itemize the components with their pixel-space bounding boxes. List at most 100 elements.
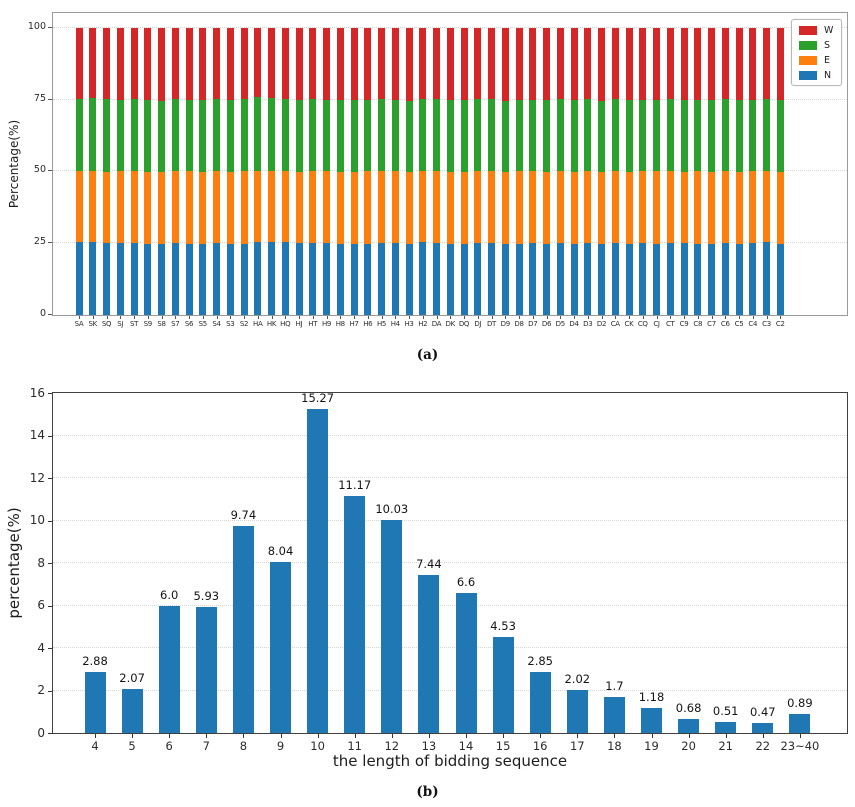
x-tick-mark — [491, 316, 493, 319]
x-tick-mark — [614, 734, 616, 738]
x-tick-label: C6 — [720, 320, 730, 328]
bar-value-label: 2.07 — [119, 671, 145, 686]
x-tick-mark — [799, 734, 801, 738]
x-tick-mark — [285, 316, 287, 319]
x-tick-mark — [299, 316, 300, 319]
legend-label: E — [824, 55, 831, 66]
bar-segment-n — [763, 242, 770, 315]
x-tick-label: C3 — [762, 320, 771, 328]
bar-segment-w — [501, 27, 509, 101]
legend-entry: W — [799, 25, 833, 36]
caption-b: (b) — [416, 784, 439, 800]
x-tick-label: 12 — [384, 739, 400, 753]
x-tick-mark — [711, 316, 713, 319]
x-tick-mark — [106, 316, 108, 319]
y-tick-label: 2 — [37, 683, 45, 697]
bar-segment-w — [625, 27, 633, 100]
bar-segment-n — [749, 243, 757, 315]
bar-segment-s — [226, 100, 234, 172]
bar-segment-e — [666, 171, 674, 243]
bar-segment-n — [584, 243, 592, 315]
bar-segment-e — [391, 171, 399, 244]
x-tick-mark — [132, 734, 134, 738]
bar-segment-s — [281, 98, 289, 172]
bar-segment-s — [144, 100, 152, 173]
bar-segment-w — [199, 27, 207, 100]
x-tick-label: HQ — [280, 320, 291, 328]
bar-segment-w — [515, 27, 523, 100]
x-tick-label: DQ — [458, 320, 470, 328]
x-tick-mark — [587, 316, 589, 319]
x-tick-label: 18 — [607, 739, 622, 753]
bar-segment-w — [309, 27, 317, 100]
bar-segment-w — [268, 27, 275, 98]
x-tick-label: D5 — [555, 320, 566, 328]
y-tick-label: 10 — [29, 513, 45, 527]
y-tick-mark — [48, 478, 52, 479]
chart-b-x-axis-title: the length of bidding sequence — [332, 752, 568, 770]
x-tick-label: D6 — [541, 320, 552, 328]
bar-segment-n — [199, 243, 207, 315]
x-tick-label: 14 — [458, 739, 474, 753]
bar-segment-s — [570, 99, 578, 172]
bar-segment-w — [364, 27, 372, 100]
x-tick-label: 4 — [91, 739, 99, 753]
x-tick-label: HT — [308, 320, 318, 328]
bar-segment-s — [75, 98, 83, 172]
x-tick-mark — [409, 316, 410, 319]
bar-segment-n — [446, 243, 454, 315]
x-tick-mark — [503, 734, 505, 738]
bar-segment-s — [130, 99, 138, 171]
x-tick-mark — [147, 316, 149, 319]
bar-segment-s — [625, 100, 633, 173]
x-tick-mark — [560, 316, 562, 319]
gridline — [53, 434, 847, 436]
y-tick-label: 4 — [37, 640, 45, 655]
legend-swatch — [799, 41, 817, 50]
bar-segment-n — [309, 242, 317, 315]
bar-segment-n — [708, 243, 715, 315]
bar-segment-n — [433, 242, 440, 315]
bar-segment-w — [639, 27, 647, 100]
bar-segment-n — [543, 243, 550, 315]
bar-segment-w — [433, 27, 440, 99]
bar-value-label: 2.02 — [564, 672, 591, 687]
bar-segment-s — [653, 100, 660, 172]
y-tick-label: 16 — [29, 385, 45, 400]
bar-segment-e — [749, 171, 757, 244]
bar-segment-s — [323, 99, 330, 172]
bar-segment-s — [776, 100, 784, 172]
x-tick-label: 7 — [202, 739, 210, 753]
bar-value-label: 11.17 — [338, 477, 372, 492]
x-tick-mark — [780, 316, 782, 319]
legend-entry: E — [799, 55, 833, 66]
bar-segment-n — [268, 242, 275, 315]
x-tick-label: SQ — [101, 320, 112, 328]
x-tick-label: SK — [88, 320, 98, 328]
bar-segment-w — [488, 27, 495, 100]
bar-segment-n — [364, 243, 372, 315]
bar-segment-e — [708, 171, 715, 244]
bar-segment-w — [185, 27, 193, 100]
bar — [121, 689, 143, 733]
bar-segment-e — [213, 171, 220, 243]
gridline — [53, 562, 847, 563]
chart-b-plot-area: 2.88 2.07 6.0 5.93 9.74 8.04 15.27 11.17 10.03 7.… — [52, 391, 848, 734]
bar-segment-w — [570, 27, 578, 100]
bar-segment-w — [721, 27, 729, 100]
x-tick-label: 17 — [569, 739, 585, 753]
x-tick-mark — [615, 316, 617, 319]
bar-segment-e — [226, 171, 234, 244]
x-tick-mark — [381, 316, 383, 319]
bar-segment-e — [254, 170, 262, 242]
bar-segment-n — [295, 243, 303, 315]
bar-segment-s — [694, 99, 702, 172]
bar-segment-n — [570, 243, 578, 315]
x-tick-mark — [450, 316, 452, 319]
bar-segment-s — [433, 98, 440, 172]
bar-segment-w — [295, 27, 303, 100]
bar-segment-e — [116, 171, 124, 243]
bar-segment-w — [611, 27, 619, 100]
bar-segment-n — [776, 243, 784, 315]
bar-segment-s — [680, 99, 688, 172]
